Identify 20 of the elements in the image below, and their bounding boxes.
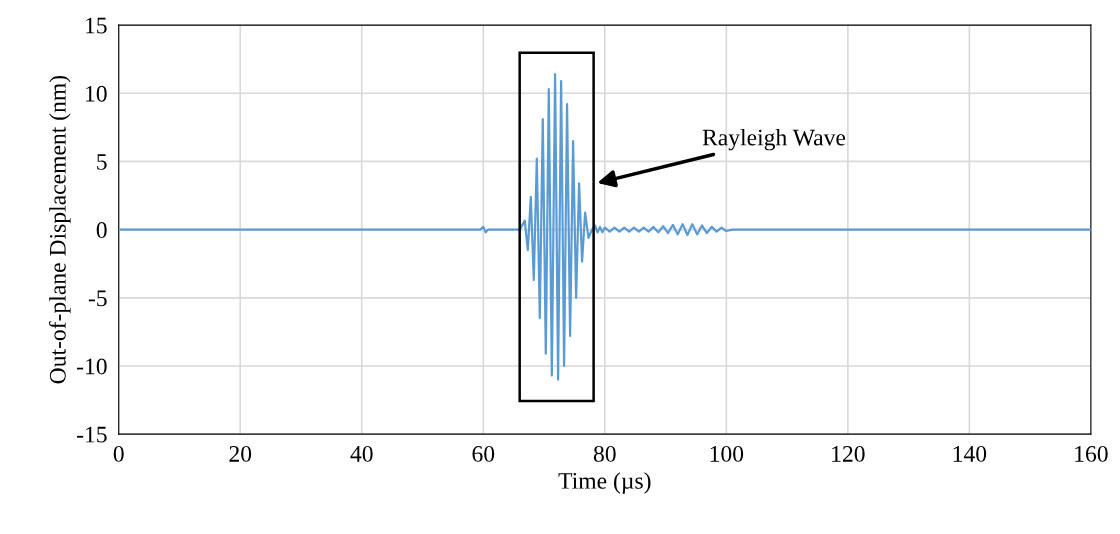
annotation: Rayleigh Wave (702, 128, 846, 151)
x-tick-label: 140 (953, 445, 987, 462)
y-axis-title: Out-of-plane Displacement (nm) (48, 75, 71, 384)
x-tick-label: 60 (472, 445, 495, 462)
y-tick-label: -10 (77, 358, 107, 375)
y-tick-label: 15 (86, 17, 107, 34)
y-tick-label: 10 (86, 85, 107, 102)
x-tick-label: 160 (1075, 445, 1108, 462)
x-tick-label: 100 (710, 445, 744, 462)
line-series (118, 73, 1091, 381)
y-tick-label: -5 (88, 290, 107, 307)
x-tick-label: 40 (350, 445, 373, 462)
x-axis-title: Time (µs) (558, 472, 651, 494)
x-tick-label: 20 (229, 445, 252, 462)
x-tick-label: 0 (113, 445, 124, 462)
y-tick-label: 5 (97, 154, 107, 170)
x-tick-label: 80 (593, 445, 616, 462)
y-tick-label: -15 (77, 426, 107, 443)
y-tick-label: 0 (96, 222, 107, 239)
x-tick-label: 120 (832, 445, 865, 462)
